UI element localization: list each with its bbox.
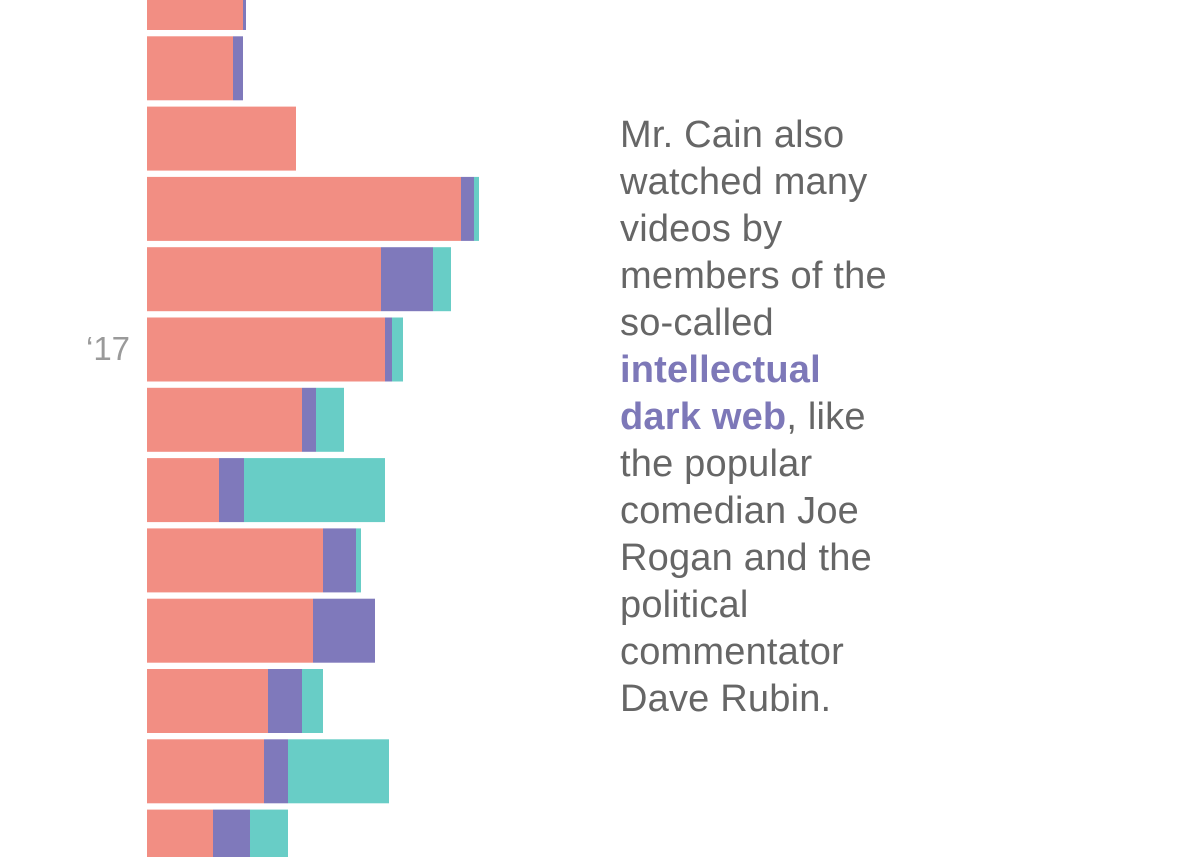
caption-text-before: Mr. Cain also watched many videos by mem…	[620, 114, 887, 344]
bar-series-c-12	[288, 739, 389, 804]
bar-series-b-10	[313, 598, 375, 663]
bar-series-b-2	[233, 36, 243, 101]
bar-series-a-6	[147, 317, 385, 382]
bar-series-a-9	[147, 528, 323, 593]
bar-series-b-11	[268, 669, 302, 733]
caption-text-after: , like the popular comedian Joe Rogan an…	[620, 396, 872, 720]
bar-series-b-4	[461, 176, 474, 241]
bar-series-c-9	[356, 528, 361, 593]
bar-series-a-8	[147, 458, 219, 523]
bar-series-a-4	[147, 176, 461, 241]
bar-series-a-12	[147, 739, 264, 804]
bar-series-c-8	[244, 458, 385, 523]
bar-series-a-2	[147, 36, 233, 101]
bar-series-b-1	[243, 0, 246, 30]
bar-series-c-4	[474, 176, 479, 241]
bar-series-c-7	[316, 387, 344, 452]
bar-series-b-5	[381, 247, 433, 312]
bar-series-a-3	[147, 106, 296, 171]
caption-text: Mr. Cain also watched many videos by mem…	[620, 112, 900, 723]
stacked-bar-chart	[147, 0, 479, 857]
bar-series-a-5	[147, 247, 381, 312]
bar-series-a-7	[147, 387, 302, 452]
caption-highlight: intellectual dark web	[620, 349, 821, 438]
year-label: ‘17	[86, 330, 131, 367]
bar-series-a-1	[147, 0, 243, 30]
bar-series-c-5	[433, 247, 451, 312]
bar-series-b-12	[264, 739, 288, 804]
bar-series-b-6	[385, 317, 392, 382]
bar-series-b-7	[302, 387, 316, 452]
bar-series-a-10	[147, 598, 313, 663]
bar-series-a-11	[147, 669, 268, 733]
bar-series-c-13	[250, 809, 288, 857]
bar-series-c-6	[392, 317, 403, 382]
bar-series-c-11	[302, 669, 323, 733]
bar-series-b-8	[219, 458, 244, 523]
bar-series-b-13	[213, 809, 250, 857]
bar-series-b-9	[323, 528, 356, 593]
bar-series-a-13	[147, 809, 213, 857]
